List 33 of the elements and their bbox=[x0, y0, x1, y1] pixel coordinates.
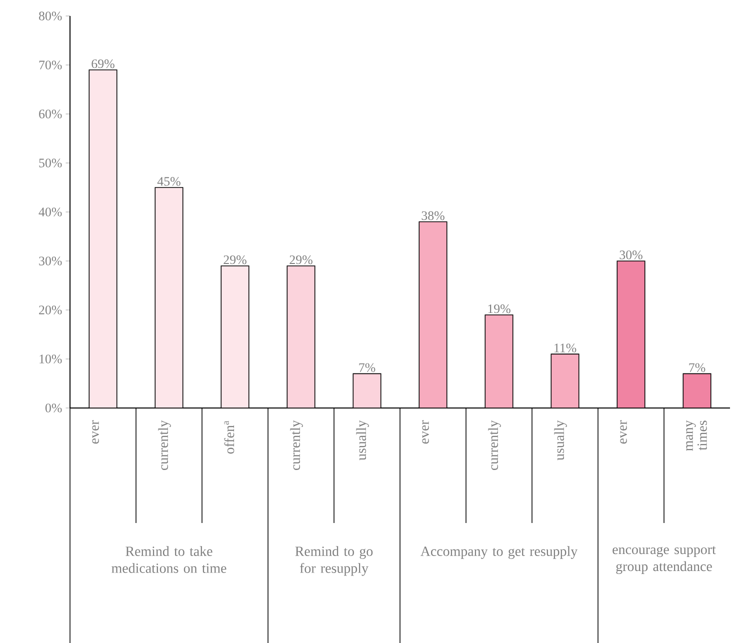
text: Remind to take medications on time bbox=[112, 546, 226, 573]
y-tick-label: 50% bbox=[39, 158, 62, 168]
y-tick-label: 20% bbox=[39, 306, 62, 314]
y-tick-label: 30% bbox=[39, 256, 62, 266]
x-tick-label: ever bbox=[422, 420, 429, 444]
text: Remind to go for resupply bbox=[295, 546, 373, 576]
x-tick-label: ever bbox=[92, 420, 99, 444]
x-tick-label: currently bbox=[290, 420, 303, 470]
y-tick-label: 0% bbox=[45, 404, 62, 412]
x-tick-label: ever bbox=[620, 420, 627, 444]
data-label: 11% bbox=[554, 344, 576, 352]
x-tick-label: usually bbox=[554, 420, 567, 460]
data-label: 29% bbox=[290, 255, 312, 264]
data-label: 7% bbox=[359, 363, 376, 372]
data-label: 29% bbox=[224, 255, 246, 264]
data-label: 45% bbox=[157, 177, 180, 186]
x-tick-label: currently bbox=[158, 420, 171, 470]
text: Accompany to get resupply bbox=[420, 546, 578, 559]
data-label: 30% bbox=[620, 250, 642, 260]
text: encourage support group attendance bbox=[612, 546, 716, 574]
y-tick-label: 70% bbox=[39, 60, 62, 70]
x-tick-label: usually bbox=[356, 420, 369, 460]
data-label: 38% bbox=[422, 211, 444, 220]
y-tick-label: 80% bbox=[38, 12, 62, 20]
x-tick-label: offen$^{a}$ bbox=[224, 420, 234, 454]
y-tick-label: 10% bbox=[40, 354, 62, 364]
data-label: 19% bbox=[488, 304, 510, 314]
y-tick-label: 60% bbox=[39, 110, 62, 118]
data-label: 7% bbox=[689, 363, 706, 372]
y-tick-label: 40% bbox=[38, 208, 62, 216]
x-tick-label: currently bbox=[488, 420, 501, 470]
data-label: 69% bbox=[92, 59, 114, 68]
x-tick-label: many times bbox=[686, 420, 707, 451]
